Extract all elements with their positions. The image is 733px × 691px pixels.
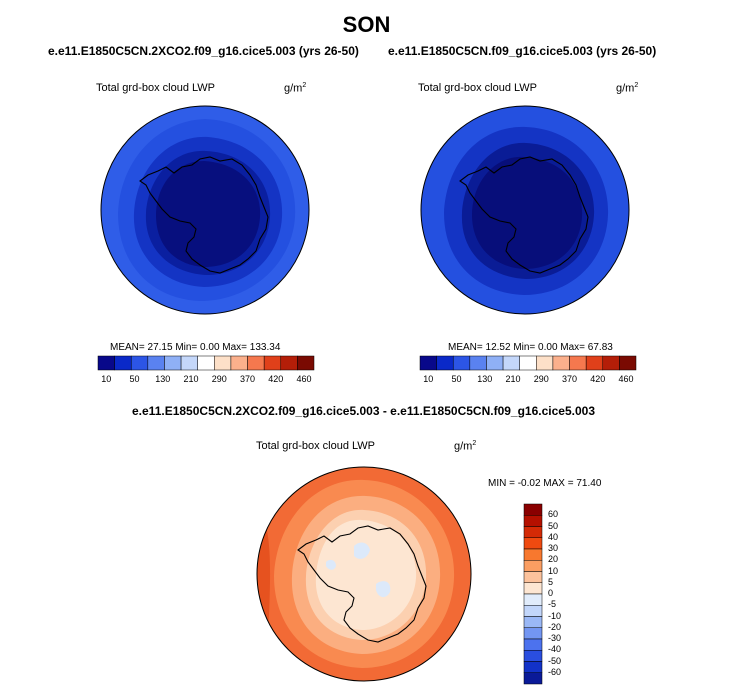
colorbar-swatch — [97, 355, 115, 371]
diff-colorbar-swatch — [523, 661, 543, 673]
colorbar-swatch — [280, 355, 298, 371]
diff-colorbar-swatch — [523, 503, 543, 516]
diff-colorbar-tick-label: -5 — [548, 599, 557, 610]
panel2-map — [420, 105, 630, 315]
colorbar-swatch — [114, 355, 132, 371]
diff-colorbar-tick-label: 20 — [548, 554, 559, 565]
panel1-case-title: e.e11.E1850C5CN.2XCO2.f09_g16.cice5.003 … — [48, 44, 359, 58]
diff-colorbar-swatch — [523, 537, 543, 550]
panel2-units: g/m2 — [616, 82, 639, 95]
diff-colorbar-swatch — [523, 605, 543, 617]
colorbar-swatch — [230, 355, 248, 371]
colorbar-tick-label: 130 — [477, 374, 493, 384]
diff-colorbar-swatch — [523, 526, 543, 538]
diff-colorbar-tick-label: -10 — [548, 610, 562, 621]
diff-colorbar-swatch — [523, 515, 543, 527]
colorbar-swatch — [469, 355, 487, 371]
panel1-variable-label: Total grd-box cloud LWP — [96, 82, 216, 94]
colorbar-tick-label: 10 — [423, 374, 434, 384]
panel1-map — [100, 105, 310, 315]
colorbar-swatch — [164, 355, 182, 371]
colorbar-swatch — [197, 355, 215, 371]
diff-colorbar-swatch — [523, 650, 543, 662]
diff-colorbar-swatch — [523, 548, 543, 561]
colorbar-swatch — [297, 355, 315, 371]
colorbar-swatch — [436, 355, 454, 371]
diff-colorbar-swatch — [523, 571, 543, 583]
colorbar-swatch — [602, 355, 620, 371]
colorbar-swatch — [502, 355, 520, 371]
diff-variable-label: Total grd-box cloud LWP — [256, 440, 376, 452]
colorbar-swatch — [486, 355, 504, 371]
colorbar-swatch — [247, 355, 265, 371]
diff-colorbar-tick-label: 10 — [548, 565, 559, 576]
colorbar-swatch — [519, 355, 537, 371]
colorbar-tick-label: 10 — [101, 374, 112, 384]
colorbar-swatch — [214, 355, 232, 371]
diff-colorbar-tick-label: -40 — [548, 644, 562, 655]
diff-colorbar-tick-label: -60 — [548, 666, 562, 677]
diff-colorbar-labels: 60 50 40 30 20 10 5 0 -5 -10 -20 -30 -40 -50 -60 — [548, 504, 588, 684]
diff-colorbar-tick-label: 0 — [548, 588, 554, 598]
season-title: SON — [342, 12, 391, 37]
colorbar-swatch — [452, 355, 471, 371]
colorbar-tick-label: 420 — [590, 374, 606, 384]
diff-colorbar-tick-label: 50 — [548, 520, 559, 531]
colorbar-swatch — [419, 355, 437, 371]
diff-colorbar-swatch — [523, 616, 543, 628]
panel1-colorbar-labels: 10 50 130 210 290 370 420 460 — [98, 374, 314, 386]
diff-colorbar-tick-label: -50 — [548, 655, 562, 666]
colorbar-swatch — [263, 355, 282, 371]
colorbar-tick-label: 210 — [183, 374, 199, 384]
diff-colorbar-tick-label: -30 — [548, 633, 562, 643]
colorbar-tick-label: 370 — [240, 374, 256, 384]
colorbar-tick-label: 460 — [618, 374, 634, 384]
colorbar-tick-label: 290 — [211, 374, 227, 384]
panel2-stats: MEAN= 12.52 Min= 0.00 Max= 67.83 — [448, 342, 613, 353]
panel1-units: g/m2 — [284, 82, 307, 95]
panel2-variable-label: Total grd-box cloud LWP — [418, 82, 538, 94]
diff-colorbar-tick-label: 5 — [548, 576, 554, 587]
colorbar-swatch — [552, 355, 570, 371]
colorbar-swatch — [180, 355, 198, 371]
colorbar-swatch — [569, 355, 587, 371]
antarctica-coastline — [139, 156, 269, 274]
panel1-stats: MEAN= 27.15 Min= 0.00 Max= 133.34 — [110, 342, 281, 353]
colorbar-tick-label: 50 — [129, 374, 140, 384]
diff-colorbar-swatch — [523, 627, 543, 640]
diff-map — [256, 466, 472, 682]
diff-colorbar-tick-label: -20 — [548, 621, 562, 632]
colorbar-swatch — [536, 355, 554, 371]
antarctica-coastline — [459, 156, 589, 274]
diff-units: g/m2 — [454, 440, 477, 453]
diff-colorbar-swatch — [523, 560, 543, 572]
diff-colorbar-tick-label: 30 — [548, 543, 559, 553]
colorbar-tick-label: 460 — [296, 374, 312, 384]
panel2-case-title: e.e11.E1850C5CN.f09_g16.cice5.003 (yrs 2… — [388, 44, 657, 58]
colorbar-tick-label: 210 — [505, 374, 521, 384]
colorbar-tick-label: 420 — [268, 374, 284, 384]
diff-colorbar-swatch — [523, 638, 543, 651]
colorbar-swatch — [585, 355, 604, 371]
colorbar-swatch — [130, 355, 149, 371]
diff-colorbar-swatch — [523, 593, 543, 606]
colorbar-swatch — [619, 355, 637, 371]
antarctica-coastline — [297, 525, 427, 643]
colorbar-swatch — [147, 355, 165, 371]
panel2-colorbar — [419, 355, 637, 371]
panel1-colorbar — [97, 355, 315, 371]
diff-stats: MIN = -0.02 MAX = 71.40 — [488, 478, 602, 489]
diff-colorbar — [523, 503, 543, 685]
colorbar-tick-label: 50 — [451, 374, 462, 384]
colorbar-tick-label: 370 — [562, 374, 578, 384]
diff-colorbar-tick-label: 40 — [548, 531, 559, 542]
diff-colorbar-tick-label: 60 — [548, 509, 559, 520]
colorbar-tick-label: 290 — [533, 374, 549, 384]
diff-colorbar-swatch — [523, 672, 543, 685]
colorbar-tick-label: 130 — [155, 374, 171, 384]
diff-colorbar-swatch — [523, 582, 543, 595]
diff-title: e.e11.E1850C5CN.2XCO2.f09_g16.cice5.003 … — [132, 404, 595, 418]
panel2-colorbar-labels: 10 50 130 210 290 370 420 460 — [420, 374, 636, 386]
